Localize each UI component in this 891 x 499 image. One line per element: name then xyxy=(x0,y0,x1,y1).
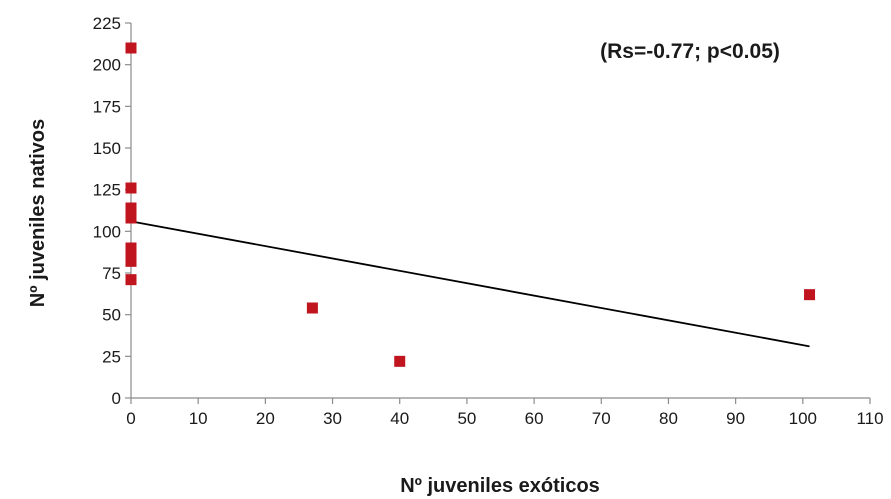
x-tick-label: 100 xyxy=(789,409,817,428)
y-tick-label: 50 xyxy=(102,306,121,325)
x-axis-title: Nº juveniles exóticos xyxy=(400,475,600,497)
x-tick-label: 50 xyxy=(457,409,476,428)
y-axis-ticks: 0 25 50 75 100 125 150 175 200 225 xyxy=(93,14,131,408)
data-point xyxy=(125,42,137,54)
data-point xyxy=(804,289,816,301)
y-tick-label: 125 xyxy=(93,181,121,200)
data-point xyxy=(394,355,406,367)
y-tick-label: 225 xyxy=(93,14,121,33)
y-tick-label: 175 xyxy=(93,97,121,116)
y-tick-label: 150 xyxy=(93,139,121,158)
x-tick-label: 90 xyxy=(726,409,745,428)
data-points xyxy=(125,42,816,367)
y-tick-label: 200 xyxy=(93,56,121,75)
x-tick-label: 110 xyxy=(856,409,883,428)
data-point xyxy=(306,302,318,314)
y-tick-label: 100 xyxy=(93,222,121,241)
data-point xyxy=(125,255,137,267)
x-tick-label: 70 xyxy=(592,409,611,428)
x-axis-ticks: 0 10 20 30 40 50 60 70 80 90 100 110 xyxy=(126,398,884,428)
x-tick-label: 40 xyxy=(390,409,409,428)
y-tick-label: 0 xyxy=(112,389,121,408)
y-tick-label: 25 xyxy=(102,347,121,366)
y-axis-title: Nº juveniles nativos xyxy=(27,119,49,307)
trendline xyxy=(130,220,810,348)
x-tick-label: 20 xyxy=(256,409,275,428)
y-tick-label: 75 xyxy=(102,264,121,283)
data-point xyxy=(125,182,137,194)
correlation-annotation: (Rs=-0.77; p<0.05) xyxy=(600,40,780,63)
x-tick-label: 0 xyxy=(126,409,135,428)
x-tick-label: 80 xyxy=(659,409,678,428)
data-point xyxy=(125,212,137,224)
x-tick-label: 60 xyxy=(525,409,544,428)
axes xyxy=(130,23,870,399)
data-point xyxy=(125,274,137,286)
data-point xyxy=(125,242,137,254)
x-tick-label: 30 xyxy=(323,409,342,428)
trendline-group xyxy=(130,220,810,348)
data-point xyxy=(125,249,137,261)
x-tick-label: 10 xyxy=(189,409,208,428)
